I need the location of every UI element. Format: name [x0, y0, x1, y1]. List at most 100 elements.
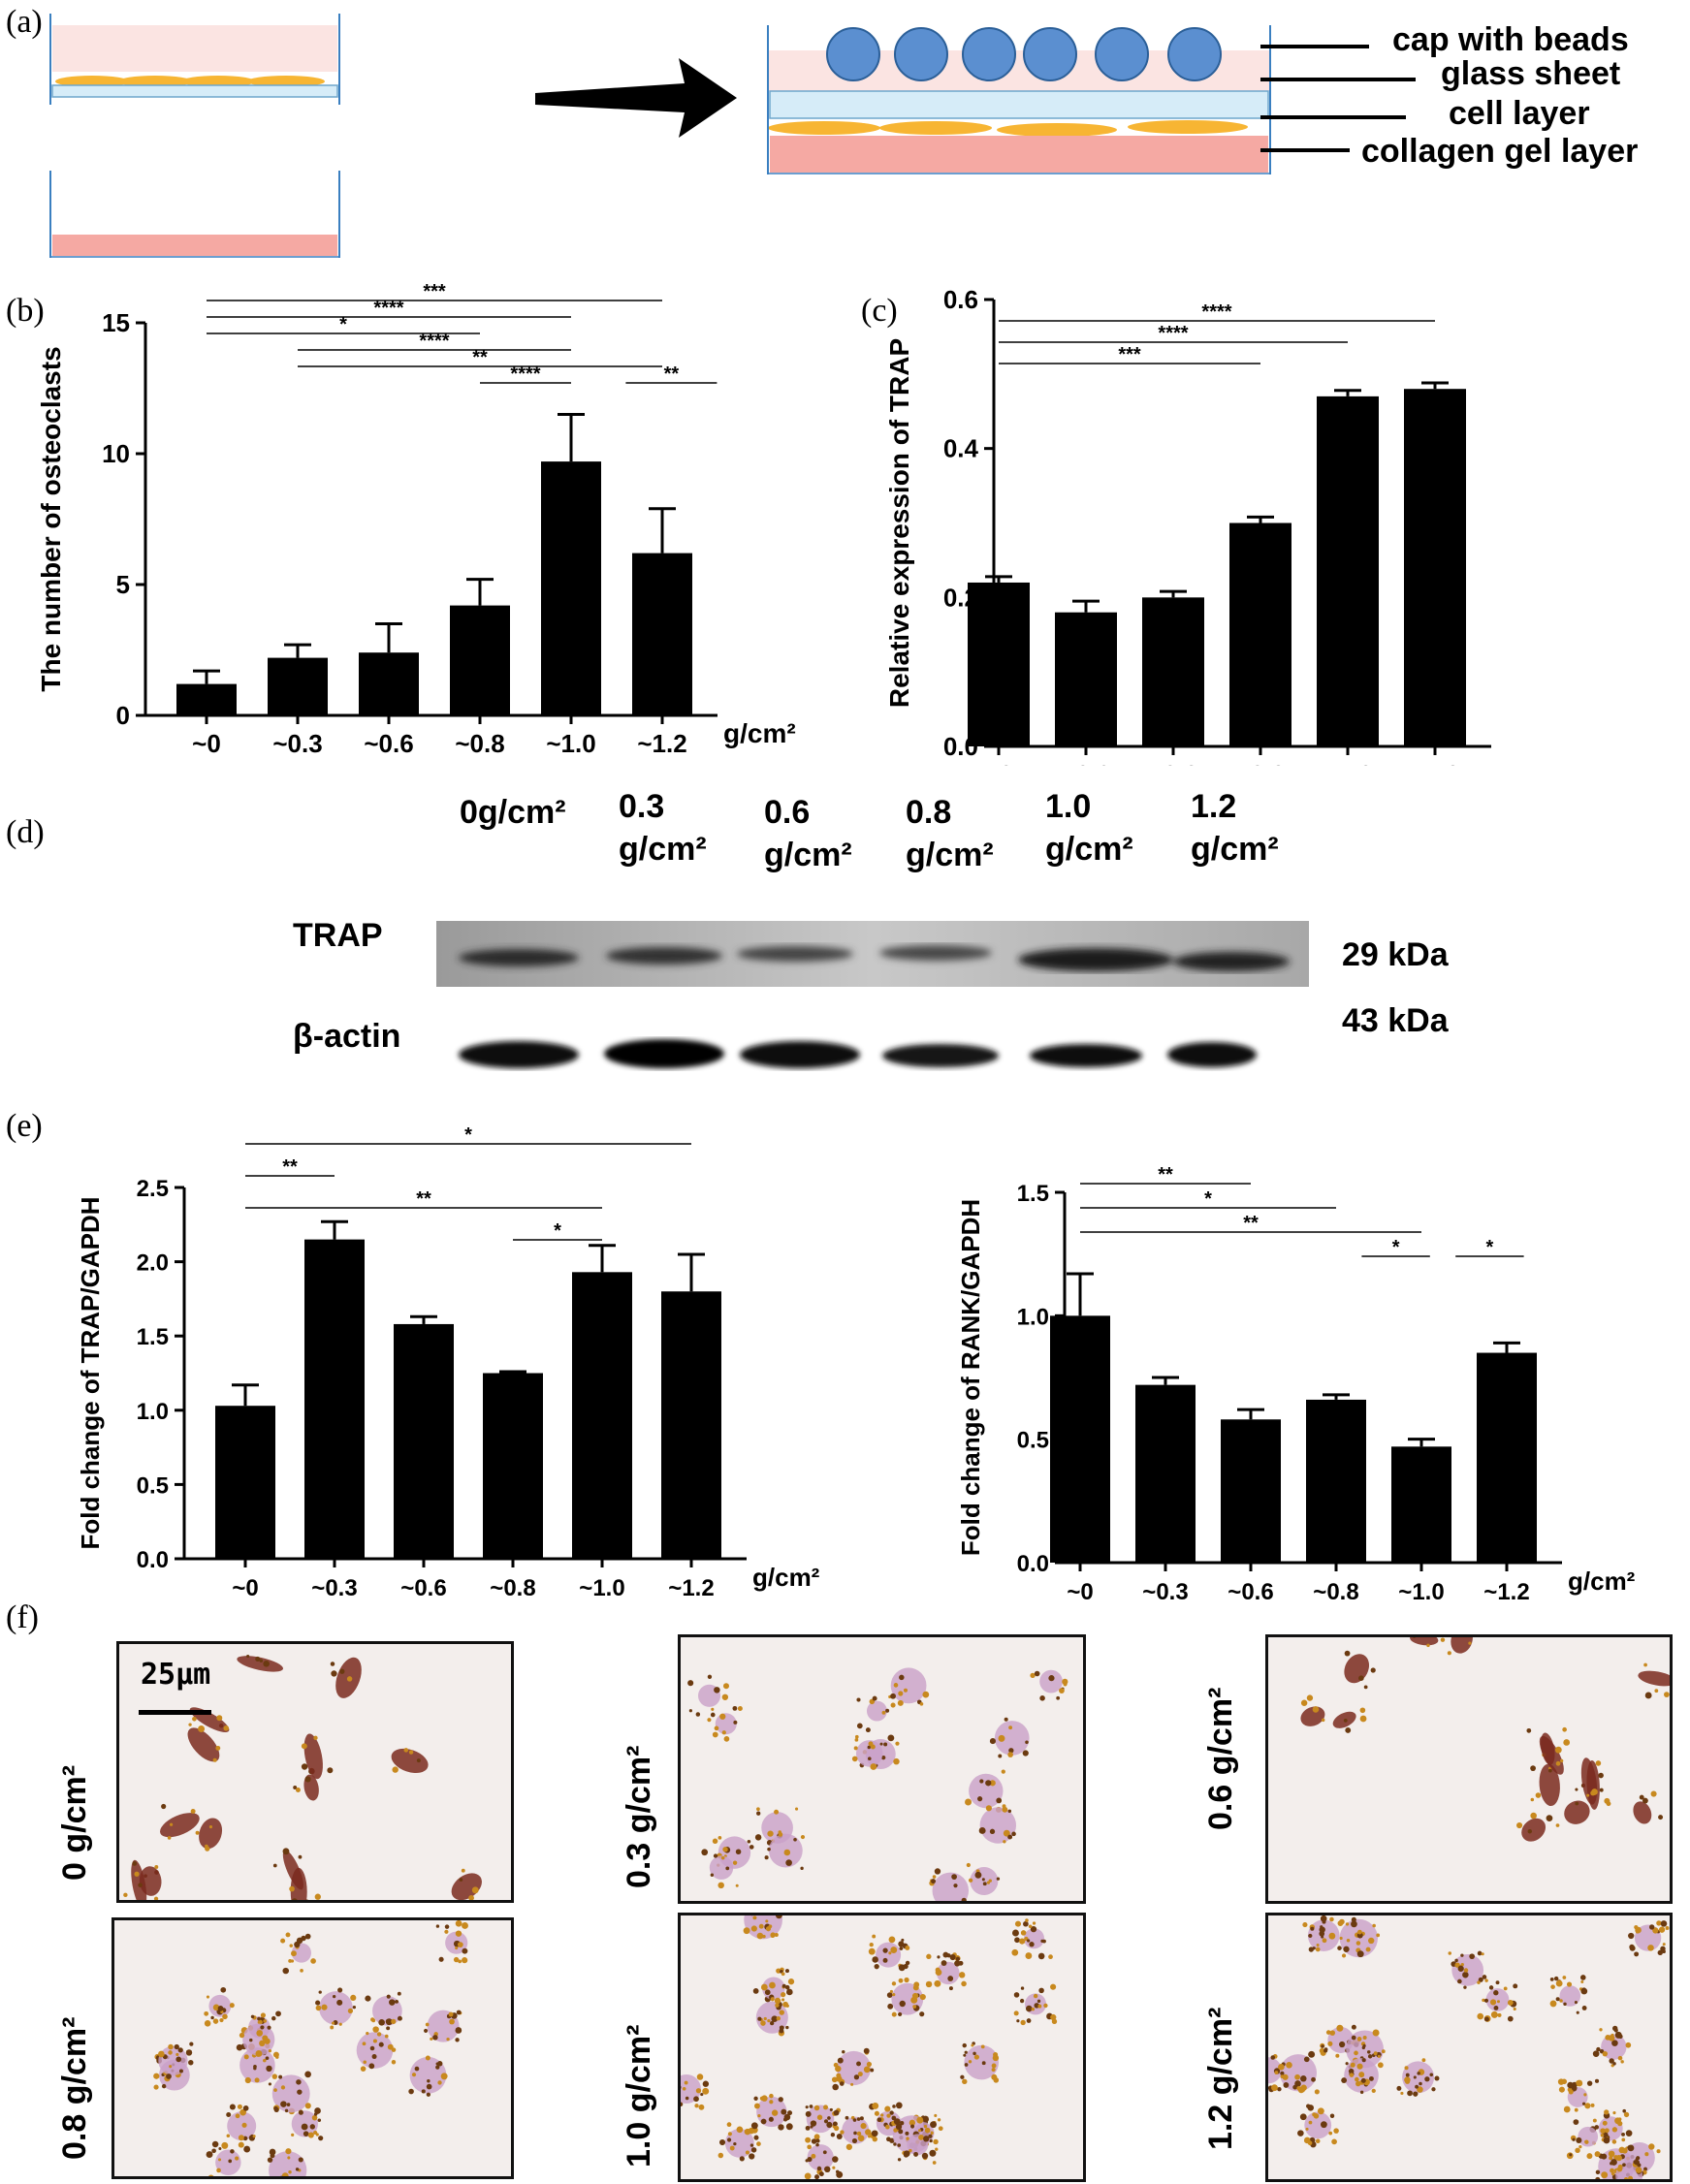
granule — [1036, 1999, 1041, 2003]
granule — [1590, 2103, 1595, 2107]
granule — [764, 1989, 771, 1996]
granule — [158, 2050, 165, 2058]
granule — [1037, 1952, 1045, 1960]
granule — [1331, 2138, 1337, 2145]
y-tick-label: 2.0 — [137, 1250, 169, 1277]
scale-bar — [139, 1710, 211, 1715]
granule — [1007, 1834, 1013, 1840]
granule — [372, 2039, 377, 2043]
granule — [243, 2054, 249, 2060]
granule — [1351, 2024, 1356, 2030]
cell-layer-blob — [997, 123, 1117, 137]
granule — [919, 2011, 925, 2017]
granule — [913, 1981, 920, 1988]
granule — [966, 1862, 971, 1868]
granule — [295, 1787, 301, 1792]
granule — [318, 1990, 322, 1994]
granule — [745, 2150, 749, 2155]
granule — [1323, 2048, 1328, 2053]
stained-cell — [1410, 1637, 1439, 1646]
x-tick-label: ~0.8 — [455, 729, 504, 758]
granule — [403, 1748, 409, 1753]
stained-cell — [1633, 1801, 1652, 1824]
granule — [922, 1691, 930, 1698]
x-tick-label: ~0.6 — [400, 1575, 446, 1601]
granule — [851, 2137, 858, 2144]
granule — [1314, 2089, 1320, 2095]
granule — [695, 2088, 702, 2094]
y-tick-label: 1.5 — [137, 1324, 169, 1350]
granule — [161, 2083, 167, 2089]
micrograph-1 — [678, 1634, 1086, 1904]
granule — [228, 2159, 233, 2164]
granule — [767, 1830, 774, 1837]
stained-cell — [1541, 1732, 1555, 1765]
granule — [389, 1999, 396, 2006]
stained-cell — [970, 1866, 999, 1895]
granule — [889, 2110, 894, 2115]
granule — [1562, 1976, 1567, 1979]
granule — [262, 2035, 269, 2042]
granule — [327, 1767, 334, 1774]
granule — [1515, 1821, 1523, 1829]
granule — [1642, 1797, 1648, 1804]
granule — [1302, 1922, 1308, 1928]
cell-layer-blob — [181, 76, 255, 87]
granule — [782, 2001, 789, 2008]
granule — [346, 1676, 353, 1682]
granule — [315, 2000, 321, 2006]
granule — [981, 1878, 985, 1882]
x-tick-label: ~0.8 — [1235, 760, 1285, 766]
granule — [338, 2022, 342, 2026]
micrograph-3 — [112, 1917, 514, 2179]
granule — [1662, 1943, 1666, 1947]
granule — [996, 1877, 1001, 1881]
granule — [219, 2017, 224, 2023]
granule — [272, 1863, 277, 1868]
granule — [1019, 1998, 1025, 2004]
granule — [688, 1709, 692, 1713]
x-tick-label: ~0 — [984, 760, 1013, 766]
x-tick-label: ~0.3 — [1142, 1579, 1188, 1605]
bead — [1095, 27, 1149, 81]
granule — [1635, 2167, 1642, 2173]
stained-cell — [932, 1872, 970, 1901]
actin-band — [740, 1041, 860, 1068]
granule — [1478, 1977, 1483, 1982]
lane-label-3: 0.8 g/cm² — [906, 794, 994, 874]
granule — [1639, 1794, 1644, 1800]
granule — [347, 2008, 354, 2014]
granule — [1609, 2156, 1613, 2161]
granule — [301, 1763, 308, 1770]
granule — [1617, 2117, 1622, 2121]
granule — [1358, 1675, 1364, 1681]
granule — [263, 2058, 267, 2063]
granule — [256, 2030, 264, 2037]
granule — [212, 1757, 217, 1762]
granule — [885, 1708, 890, 1713]
granule — [1625, 2130, 1633, 2137]
granule — [1007, 1809, 1012, 1814]
granule — [1457, 1978, 1462, 1984]
chart-osteoclast-count: 0 5 10 15 ~0 ~0.3 ~0.6 ~0.8 ~1.0 ~1.2 g/cm² The num… — [36, 281, 796, 758]
granule — [732, 1705, 738, 1711]
granule — [1622, 2163, 1626, 2168]
granule — [880, 2113, 884, 2117]
granule — [455, 1930, 462, 1937]
granule — [175, 2056, 182, 2063]
granule — [1623, 2111, 1630, 2118]
granule — [1468, 1641, 1472, 1645]
granule — [1343, 1946, 1350, 1952]
granule — [774, 1932, 779, 1938]
granule — [386, 2026, 391, 2031]
granule — [963, 2053, 967, 2057]
granule — [263, 1661, 270, 1667]
granule — [993, 2051, 999, 2058]
granule — [781, 1991, 786, 1998]
x-tick-label: ~0 — [232, 1575, 258, 1601]
granule — [826, 2121, 833, 2129]
granule — [707, 1718, 712, 1723]
granule — [239, 2032, 245, 2039]
granule — [1621, 2132, 1625, 2137]
granule — [408, 2088, 414, 2095]
